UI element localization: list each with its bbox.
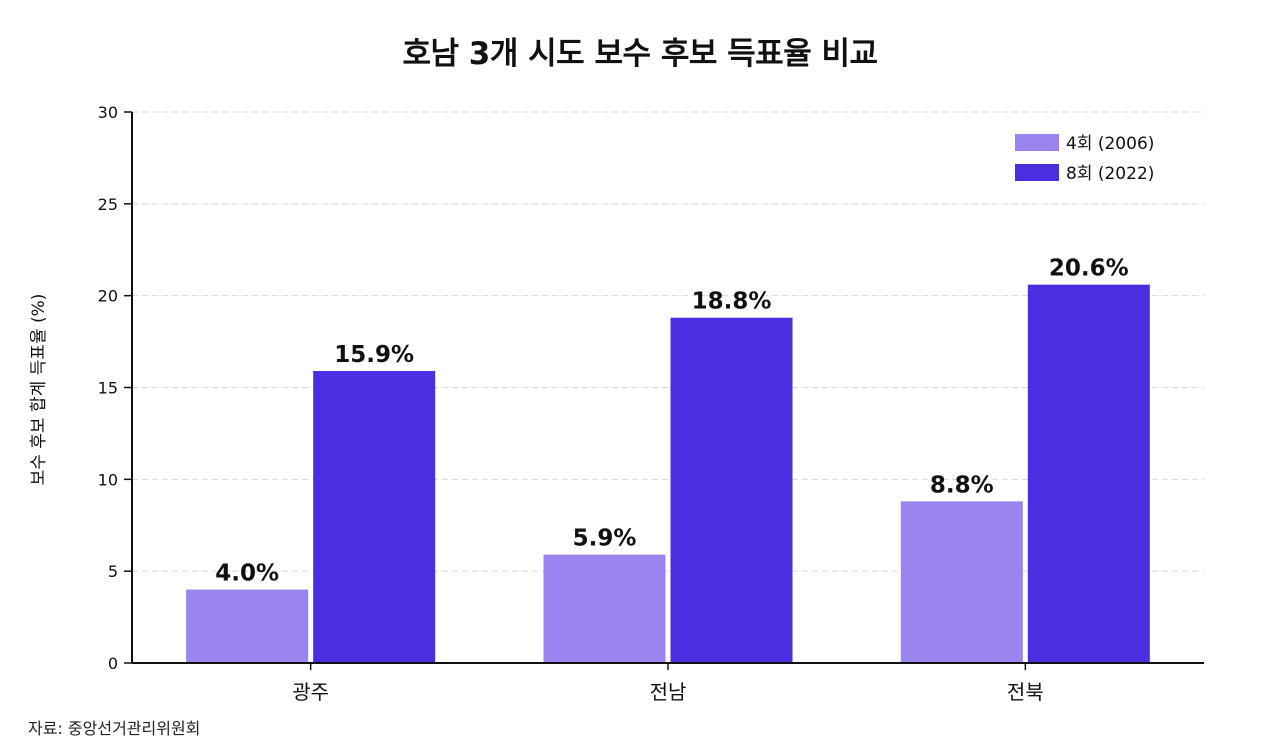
axes: 0 5 10 15 20 25 30 광주 전남 전북 보수 후보 합계 득표율 (%) — [29, 103, 1204, 704]
y-tick-label: 0 — [108, 654, 118, 673]
data-label: 4.0% — [215, 561, 279, 587]
y-tick-label: 10 — [98, 470, 118, 489]
bar — [313, 370, 436, 663]
y-tick-label: 15 — [98, 379, 118, 398]
data-label: 20.6% — [1049, 256, 1129, 282]
data-label: 8.8% — [930, 472, 994, 498]
y-tick-label: 20 — [98, 287, 118, 306]
data-label: 18.8% — [692, 289, 772, 315]
legend-swatch — [1015, 164, 1059, 181]
category-label: 전남 — [650, 680, 687, 704]
data-label: 5.9% — [573, 526, 637, 552]
bar — [1027, 284, 1150, 663]
chart-title: 호남 3개 시도 보수 후보 득표율 비교 — [402, 36, 878, 72]
y-axis-title: 보수 후보 합계 득표율 (%) — [29, 294, 49, 486]
bar — [543, 554, 666, 663]
legend-label: 4회 (2006) — [1066, 134, 1154, 154]
data-labels: 4.0% 15.9% 5.9% 18.8% 8.8% 20.6% — [215, 256, 1128, 587]
source-note: 자료: 중앙선거관리위원회 — [28, 719, 201, 738]
bar — [900, 501, 1023, 663]
bar — [670, 317, 793, 663]
legend-swatch — [1015, 134, 1059, 151]
legend: 4회 (2006) 8회 (2022) — [1015, 134, 1154, 184]
bars — [186, 284, 1150, 663]
category-label: 광주 — [292, 680, 329, 704]
y-tick-label: 25 — [98, 195, 118, 214]
bar — [186, 589, 309, 663]
y-tick-label: 5 — [108, 562, 118, 581]
y-tick-label: 30 — [98, 103, 118, 122]
category-label: 전북 — [1007, 680, 1044, 704]
legend-label: 8회 (2022) — [1066, 164, 1154, 184]
data-label: 15.9% — [334, 342, 414, 368]
gridlines — [132, 111, 1204, 572]
